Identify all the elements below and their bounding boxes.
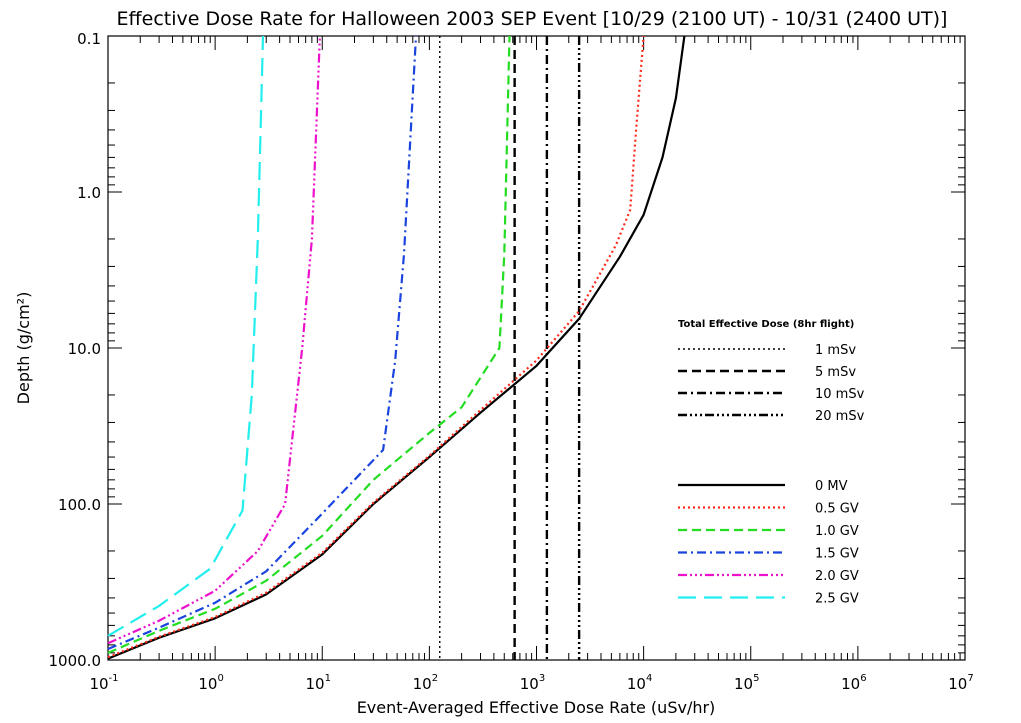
y-axis-label: Depth (g/cm²)	[14, 292, 33, 405]
legend: Total Effective Dose (8hr flight) 1 mSv 5…	[678, 319, 865, 607]
series-line	[107, 35, 511, 654]
y-tick-label: 0.1	[77, 30, 101, 48]
x-tick-label: 105	[734, 673, 759, 693]
x-tick-label: 104	[627, 673, 652, 693]
x-tick-label: 10-1	[89, 673, 118, 693]
series-line	[107, 35, 645, 659]
series-lines	[107, 35, 686, 660]
legend-label: 20 mSv	[815, 409, 865, 424]
y-tick-label: 100.0	[58, 496, 101, 514]
x-tick-label: 102	[413, 673, 438, 693]
y-tick-label: 1.0	[77, 184, 101, 202]
axis-ticks	[107, 35, 965, 660]
y-tick-label: 10.0	[68, 340, 101, 358]
legend-label: 0 MV	[815, 479, 848, 494]
legend-label: 1 mSv	[815, 343, 856, 358]
x-axis-label: Event-Averaged Effective Dose Rate (uSv/…	[357, 698, 716, 717]
y-tick-label: 1000.0	[49, 652, 102, 670]
legend-label: 10 mSv	[815, 387, 865, 402]
chart-title: Effective Dose Rate for Halloween 2003 S…	[117, 8, 948, 30]
series-line	[107, 35, 418, 651]
legend-label: 2.5 GV	[815, 592, 859, 607]
x-tick-label: 103	[520, 673, 545, 693]
x-tick-label: 100	[198, 673, 223, 693]
legend-label: 2.0 GV	[815, 569, 859, 584]
legend-label: 1.0 GV	[815, 524, 859, 539]
x-tick-labels: 10-1 100 101 102 103 104 105 106 107	[89, 673, 973, 693]
legend-label: 0.5 GV	[815, 502, 859, 517]
x-tick-label: 107	[948, 673, 973, 693]
x-tick-label: 106	[841, 673, 866, 693]
series-line	[107, 35, 686, 660]
x-tick-label: 101	[306, 673, 331, 693]
reference-lines	[439, 36, 581, 660]
series-line	[107, 35, 321, 645]
legend-label: 5 mSv	[815, 365, 856, 380]
series-line	[107, 35, 265, 637]
legend-label: 1.5 GV	[815, 547, 859, 562]
y-tick-labels: 0.1 1.0 10.0 100.0 1000.0	[49, 30, 102, 670]
legend-total-dose-title: Total Effective Dose (8hr flight)	[678, 319, 854, 330]
